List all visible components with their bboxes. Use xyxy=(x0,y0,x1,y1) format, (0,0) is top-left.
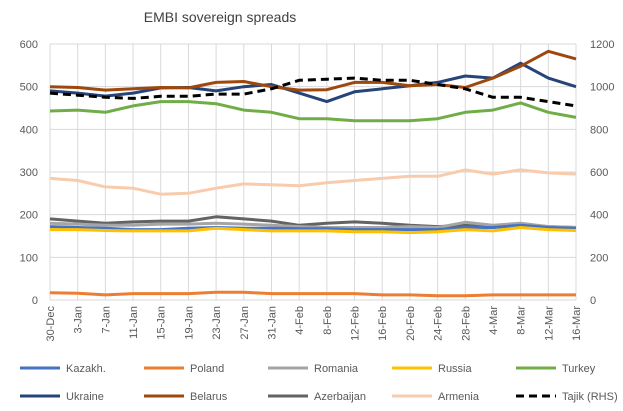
x-tick-label: 7-Jan xyxy=(100,306,112,334)
chart-title: EMBI sovereign spreads xyxy=(144,9,297,25)
x-tick-label: 31-Jan xyxy=(266,306,278,340)
x-tick-label: 12-Feb xyxy=(350,306,362,341)
x-tick-label: 19-Jan xyxy=(183,306,195,340)
legend-label: Russia xyxy=(438,363,473,375)
y2-tick-label: 1200 xyxy=(590,39,614,51)
legend-item: Tajik (RHS) xyxy=(516,391,618,403)
series-line-russia xyxy=(50,226,577,235)
legend-label: Turkey xyxy=(562,363,596,375)
legend-item: Romania xyxy=(268,363,359,375)
y-tick-label: 0 xyxy=(32,295,38,307)
y-tick-label: 400 xyxy=(20,124,38,136)
x-tick-label: 3-Jan xyxy=(73,306,85,334)
y2-tick-label: 800 xyxy=(590,124,608,136)
legend-label: Poland xyxy=(190,363,224,375)
x-tick-label: 4-Mar xyxy=(488,306,500,335)
y-axis-left: 0 100 200 300 400 500 600 xyxy=(20,39,38,307)
y2-tick-label: 1000 xyxy=(590,82,614,94)
x-tick-label: 15-Jan xyxy=(156,306,168,340)
x-tick-label: 4-Feb xyxy=(294,306,306,335)
y-tick-label: 300 xyxy=(20,167,38,179)
y-axis-right: 0 200 400 600 800 1000 1200 xyxy=(590,39,614,307)
legend-label: Ukraine xyxy=(66,391,104,403)
y-tick-label: 600 xyxy=(20,39,38,51)
legend-item: Poland xyxy=(144,363,224,375)
y2-tick-label: 400 xyxy=(590,210,608,222)
series-line-turkey xyxy=(49,100,577,123)
x-tick-label: 20-Feb xyxy=(405,306,417,341)
legend-label: Armenia xyxy=(438,391,480,403)
legend-label: Kazakh. xyxy=(66,363,106,375)
x-tick-label: 8-Mar xyxy=(516,306,528,335)
legend-item: Russia xyxy=(392,363,473,375)
x-axis: 30-Dec 3-Jan 7-Jan 11-Jan 15-Jan 19-Jan 23-Jan… xyxy=(45,306,583,342)
y-tick-label: 500 xyxy=(20,82,38,94)
x-tick-label: 16-Feb xyxy=(377,306,389,341)
series-lines xyxy=(49,49,577,298)
legend-label: Romania xyxy=(314,363,359,375)
y-tick-label: 100 xyxy=(20,252,38,264)
legend-label: Azerbaijan xyxy=(314,391,366,403)
legend-item: Kazakh. xyxy=(20,363,106,375)
x-tick-label: 30-Dec xyxy=(45,306,57,342)
legend-label: Tajik (RHS) xyxy=(562,391,618,403)
x-tick-label: 12-Mar xyxy=(543,306,555,341)
y2-tick-label: 600 xyxy=(590,167,608,179)
x-tick-label: 24-Feb xyxy=(433,306,445,341)
x-tick-label: 11-Jan xyxy=(128,306,140,339)
series-line-armenia xyxy=(49,168,577,196)
series-line-poland xyxy=(49,290,576,298)
y2-tick-label: 200 xyxy=(590,252,608,264)
series-line-tajik-rhs xyxy=(49,76,577,108)
y-tick-label: 200 xyxy=(20,210,38,222)
legend-label: Belarus xyxy=(190,391,228,403)
legend-item: Ukraine xyxy=(20,391,104,403)
y2-tick-label: 0 xyxy=(590,295,596,307)
series-line-belarus xyxy=(49,49,577,92)
series-line-ukraine xyxy=(49,61,577,104)
legend-item: Turkey xyxy=(516,363,596,375)
x-tick-label: 16-Mar xyxy=(571,306,583,341)
x-tick-label: 8-Feb xyxy=(322,306,334,335)
x-tick-label: 27-Jan xyxy=(239,306,251,340)
series-line-romania xyxy=(49,220,577,229)
legend-item: Armenia xyxy=(392,391,480,403)
legend-item: Belarus xyxy=(144,391,228,403)
x-tick-label: 28-Feb xyxy=(460,306,472,341)
legend: Kazakh. Poland Romania Russia Turkey Ukraine B… xyxy=(20,363,618,403)
x-tick-label: 23-Jan xyxy=(211,306,223,340)
legend-item: Azerbaijan xyxy=(268,391,366,403)
